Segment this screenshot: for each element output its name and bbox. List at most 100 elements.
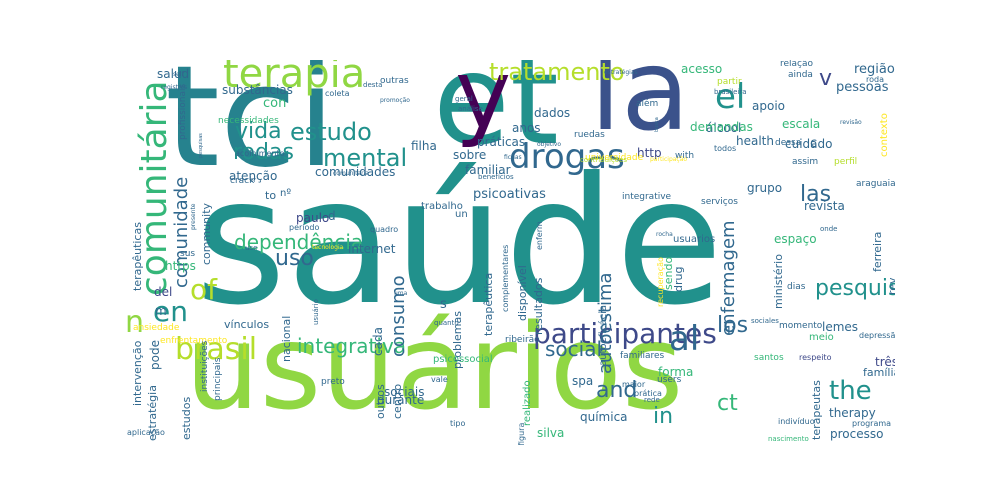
- word: desta: [363, 81, 383, 89]
- word: psicossocial: [433, 354, 493, 365]
- word: necessidades: [218, 116, 279, 126]
- word: fichas: [504, 154, 522, 161]
- word: contribuições: [580, 156, 628, 164]
- word-cloud: saúde usuários tci et la y comunitária t…: [125, 60, 895, 445]
- word: recuperação: [656, 257, 665, 307]
- word: período: [289, 223, 320, 232]
- word: s: [440, 297, 447, 312]
- word: nascimento: [768, 435, 809, 443]
- word: estudo: [290, 118, 372, 146]
- word: família: [863, 366, 895, 379]
- word: estratégias: [604, 69, 638, 76]
- word: pessoas: [836, 80, 889, 95]
- word: comunidades: [315, 165, 396, 179]
- word: brasileira: [714, 88, 747, 96]
- word: filha: [411, 139, 437, 153]
- word: grupo: [747, 181, 783, 195]
- word: disponível: [516, 265, 529, 321]
- word: la: [590, 60, 690, 156]
- word: sociais: [384, 385, 425, 399]
- word: trabalho: [421, 201, 463, 212]
- word: busca: [654, 117, 660, 132]
- word: durante: [377, 393, 425, 407]
- word: usuário s: [185, 298, 684, 436]
- word: ansiedade: [133, 323, 180, 333]
- word: mental: [323, 144, 408, 172]
- word: el: [715, 77, 746, 117]
- word: respeito: [799, 353, 832, 362]
- word: terapia: [223, 60, 366, 97]
- word: contexto: [879, 113, 890, 157]
- word: coleta: [325, 89, 350, 98]
- word: três: [875, 355, 895, 369]
- word: indivíduo: [778, 417, 815, 426]
- word: todos: [714, 144, 737, 153]
- word: revista: [804, 199, 845, 213]
- word: terapêutica: [482, 272, 495, 336]
- word: profissionais: [178, 83, 188, 140]
- word: serviços: [701, 197, 738, 207]
- word: las: [800, 182, 832, 207]
- word: prática: [634, 389, 662, 398]
- word: in: [653, 404, 674, 429]
- word: centro: [391, 383, 404, 419]
- word: m: [155, 304, 167, 318]
- word: práticas: [477, 135, 526, 149]
- word: ferreira: [871, 231, 884, 272]
- word: dados: [534, 106, 571, 120]
- word: meio: [809, 332, 834, 343]
- word: análise: [458, 105, 483, 113]
- word: familiares: [620, 351, 665, 361]
- word: lemes: [822, 320, 859, 334]
- word: del: [154, 285, 173, 299]
- word: health: [736, 134, 774, 148]
- word: pesquisa: [815, 276, 895, 301]
- word: espaço: [774, 232, 817, 246]
- word: users: [657, 375, 682, 385]
- word: complementares: [501, 244, 510, 312]
- word: v: [819, 66, 833, 91]
- word: tecnologia: [312, 244, 344, 251]
- word: tratamento: [489, 60, 625, 86]
- word: dias: [787, 282, 806, 292]
- word: with: [675, 151, 695, 161]
- word: figura: [517, 422, 526, 445]
- word: revisão: [840, 119, 862, 126]
- word: ruedas: [574, 130, 605, 140]
- word: região: [854, 62, 895, 77]
- word: and: [596, 378, 638, 403]
- word: anos: [512, 121, 541, 135]
- word: uso: [275, 246, 314, 271]
- word: escala: [782, 117, 821, 131]
- word: dessa: [775, 138, 802, 148]
- word: enfrentamento: [160, 336, 228, 346]
- word: https: [165, 259, 196, 273]
- word: un: [455, 209, 468, 220]
- word: terapêuticas: [131, 222, 144, 291]
- word: the: [829, 376, 872, 406]
- word: ministério: [772, 254, 785, 309]
- word: santos: [754, 353, 784, 363]
- word: geral: [455, 95, 473, 103]
- word: or: [250, 177, 257, 184]
- word: en: [153, 295, 188, 328]
- word: cuidado: [785, 137, 833, 151]
- word: terapeutas: [810, 380, 823, 440]
- word: depressão: [859, 331, 895, 340]
- word: use: [245, 244, 258, 252]
- word: enferm: [535, 221, 544, 250]
- word: registros: [161, 84, 188, 91]
- word: outros: [374, 384, 387, 419]
- word: presente: [190, 203, 197, 231]
- word: universidade: [585, 153, 644, 163]
- word: programa: [852, 419, 892, 428]
- word: vida: [235, 119, 282, 144]
- word: n: [125, 305, 145, 340]
- word: therapy: [829, 406, 876, 420]
- word: brasil: [175, 332, 258, 367]
- word: roda: [866, 75, 884, 84]
- word: to: [265, 189, 277, 202]
- word: uma: [394, 290, 408, 297]
- word: y: [455, 60, 512, 150]
- word: intervenção: [131, 340, 144, 406]
